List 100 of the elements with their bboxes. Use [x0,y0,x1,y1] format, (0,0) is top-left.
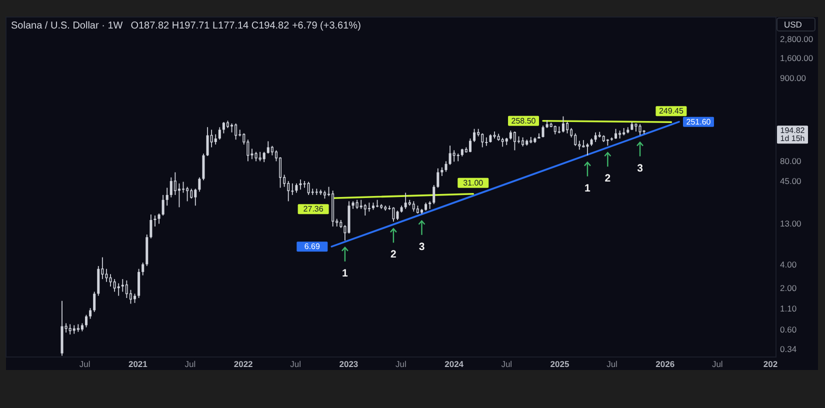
candlestick [206,126,209,157]
candlestick [105,268,108,282]
data-label: 258.50 [511,116,536,126]
annotation: 1 [342,267,348,280]
candlestick [190,188,193,200]
y-tick-label: 80.00 [780,156,802,166]
candlestick [396,210,399,220]
candlestick [89,308,92,320]
candlestick [295,182,298,194]
candlestick [166,187,168,206]
candlestick [214,134,217,145]
x-tick-label: Jul [184,359,196,369]
x-tick-label: Jul [396,359,406,369]
candlestick [586,142,589,156]
candlestick [142,262,144,276]
candlestick [194,188,197,206]
y-tick-label: 4.00 [780,259,797,270]
candlestick [266,140,270,154]
candlestick [222,122,225,134]
candlestick [432,184,436,205]
candlestick [566,121,569,134]
candlestick [287,180,290,202]
x-tick-label: 2026 [656,359,675,369]
candlestick [109,274,112,287]
candlestick [356,199,358,210]
candlestick [198,176,201,192]
x-tick-label: Jul [606,359,618,369]
candlestick [150,214,152,239]
candlestick [113,278,116,292]
candlestick [234,123,238,140]
y-tick-label: 13.00 [780,218,802,229]
candlestick [258,151,262,162]
candlestick [412,200,415,212]
candlestick [270,145,274,156]
candlestick [509,130,512,140]
annotation: 2 [604,172,611,185]
candlestick [428,200,432,210]
candlestick [138,268,140,298]
y-tick-label: 0.34 [780,344,797,354]
x-tick-label: Jul [712,359,723,369]
x-tick-label: 2024 [444,359,464,369]
x-tick-label: 2025 [550,359,570,369]
candlestick [202,153,205,181]
chart-title: Solana / U.S. Dollar · 1W [11,20,124,32]
annotation: 3 [637,162,644,174]
text: 194.82 [780,126,806,136]
annotation: 3 [418,240,425,253]
data-label: 249.45 [658,106,684,116]
candlestick [542,125,544,138]
candlestick [404,192,407,210]
y-tick-label: 0.60 [780,324,797,335]
candlestick [158,213,160,224]
candlestick [473,128,476,142]
candlestick [558,126,560,134]
candlestick [121,278,124,292]
candlestick [162,194,164,216]
candlestick [448,145,452,166]
candlestick [364,204,366,216]
candlestick [452,150,456,162]
candlestick [481,132,484,148]
y-tick-label: 1,600.00 [780,53,814,64]
x-tick-label: Jul [290,359,302,369]
y-tick-label: 900.00 [780,72,806,83]
candlestick [513,131,516,151]
candlestick [174,172,176,196]
data-label: 31.00 [463,178,484,188]
data-label: 6.69 [304,242,320,252]
candlestick [618,130,622,139]
y-tick-label: 45.00 [780,176,802,186]
x-tick-label: Jul [501,359,512,369]
candlestick [360,199,362,210]
candlestick [182,181,185,194]
candlestick [614,128,618,140]
text: 1d 15h [780,134,805,144]
candlestick [574,132,577,146]
x-tick-label: 2022 [234,359,254,369]
candlestick [262,151,266,163]
candlestick [594,132,597,142]
y-tick-label: 2,800.00 [780,34,814,44]
candlestick [85,314,88,328]
candlestick [68,324,72,335]
y-tick-label: 1.10 [780,304,797,314]
candlestick [307,181,310,196]
x-tick-label: 2023 [339,359,358,369]
candlestick [456,153,460,162]
candlestick [522,136,524,147]
candlestick [562,116,564,133]
annotation: 1 [584,182,591,194]
annotation: 2 [390,248,397,261]
candlestick [93,291,96,312]
candlestick [170,176,172,198]
candlestick [444,160,448,172]
candlestick [392,206,395,222]
x-tick-label: 202 [763,359,778,369]
candlestick [436,168,440,188]
x-tick-label: 2021 [128,359,148,369]
x-tick-label: Jul [79,359,90,369]
data-label: 251.60 [686,117,712,126]
candlestick [315,188,318,196]
data-label: 27.36 [303,204,324,214]
